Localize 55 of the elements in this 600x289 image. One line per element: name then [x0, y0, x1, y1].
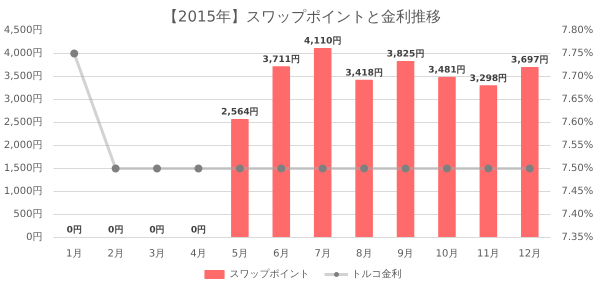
data-label: 4,110円 — [304, 35, 342, 46]
data-label: 0円 — [66, 224, 82, 236]
x-tick-label: 10月 — [436, 248, 458, 260]
data-label: 3,298円 — [470, 72, 508, 84]
x-tick-label: 12月 — [518, 248, 542, 260]
y-tick-label: 2,500円 — [4, 117, 43, 128]
bar — [480, 85, 498, 238]
legend-label: スワップポイント — [230, 268, 310, 281]
bar — [355, 80, 373, 238]
y2-tick-label: 7.75% — [562, 48, 594, 59]
data-label: 2,564円 — [221, 106, 259, 118]
x-tick-label: 11月 — [477, 248, 500, 260]
data-label: 0円 — [190, 224, 206, 236]
y2-tick-label: 7.70% — [562, 71, 594, 82]
y-tick-label: 1,000円 — [4, 186, 43, 197]
legend-label: トルコ金利 — [352, 268, 402, 281]
data-label: 3,481円 — [428, 64, 466, 76]
y-tick-label: 500円 — [13, 209, 43, 220]
y2-tick-label: 7.55% — [562, 140, 594, 151]
bar — [231, 119, 249, 238]
y2-tick-label: 7.50% — [562, 163, 594, 174]
x-tick-label: 6月 — [273, 248, 290, 260]
data-label: 0円 — [149, 224, 165, 236]
bar — [521, 66, 539, 238]
x-tick-label: 4月 — [190, 248, 207, 260]
y2-tick-label: 7.60% — [562, 117, 594, 128]
data-label: 3,418円 — [345, 67, 383, 78]
x-tick-label: 2月 — [107, 248, 124, 260]
x-tick-label: 3月 — [148, 248, 166, 260]
y-tick-label: 4,500円 — [4, 25, 43, 36]
y2-tick-label: 7.40% — [562, 209, 594, 220]
y2-tick-label: 7.45% — [562, 186, 594, 197]
data-label: 3,697円 — [511, 54, 549, 66]
x-tick-label: 1月 — [66, 248, 82, 260]
bar — [438, 76, 456, 238]
x-tick-label: 8月 — [356, 248, 372, 260]
y2-tick-label: 7.65% — [562, 94, 594, 105]
y-tick-label: 1,500円 — [4, 163, 43, 174]
bar — [396, 61, 414, 238]
y-tick-label: 3,000円 — [4, 94, 43, 105]
x-tick-label: 5月 — [232, 248, 248, 260]
data-label: 0円 — [108, 224, 124, 236]
y2-tick-label: 7.35% — [562, 232, 594, 243]
y-tick-label: 4,000円 — [4, 48, 43, 59]
chart-title: 【2015年】スワップポイントと金利推移 — [162, 8, 442, 26]
y-tick-label: 0円 — [26, 232, 43, 243]
bar — [272, 66, 290, 238]
y2-tick-label: 7.80% — [562, 25, 594, 36]
x-tick-label: 9月 — [397, 248, 414, 260]
y-tick-label: 3,500円 — [4, 71, 43, 82]
x-tick-label: 7月 — [314, 248, 331, 260]
bar — [314, 48, 332, 238]
data-label: 3,825円 — [386, 48, 424, 60]
y-tick-label: 2,000円 — [4, 140, 43, 151]
data-label: 3,711円 — [262, 54, 300, 65]
